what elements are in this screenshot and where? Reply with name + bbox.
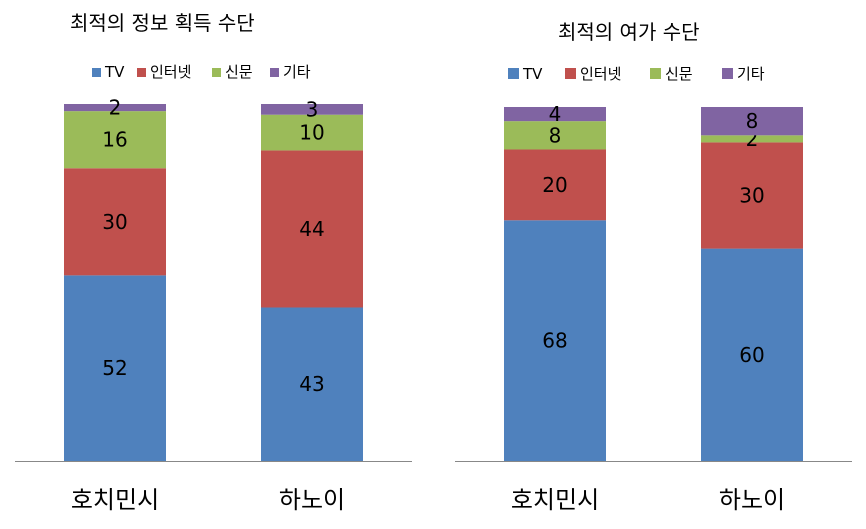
value-label-호치민시-기타: 4	[549, 102, 562, 126]
category-label-0: 호치민시	[71, 486, 159, 514]
bar-segment-하노이-인터넷	[701, 142, 803, 249]
value-label-호치민시-기타: 2	[109, 96, 122, 120]
value-label-호치민시-신문: 16	[102, 128, 127, 152]
value-label-하노이-TV: 60	[739, 343, 764, 367]
value-label-호치민시-신문: 8	[549, 123, 562, 147]
bar-segment-하노이-기타	[701, 107, 803, 136]
value-label-하노이-인터넷: 44	[299, 217, 324, 241]
legend-swatch-0	[92, 68, 101, 77]
bar-segment-하노이-신문	[701, 135, 803, 143]
bar-segment-하노이-TV	[701, 248, 803, 461]
value-label-호치민시-TV: 52	[102, 356, 127, 380]
value-label-호치민시-TV: 68	[542, 329, 567, 353]
bar-segment-호치민시-기타	[504, 107, 606, 122]
category-label-1: 하노이	[279, 486, 345, 514]
legend-swatch-0	[508, 68, 519, 79]
bar-segment-호치민시-인터넷	[504, 149, 606, 221]
legend-swatch-1	[565, 68, 576, 79]
legend-label-1: 인터넷	[580, 65, 621, 83]
legend-label-0: TV	[522, 65, 543, 83]
bar-segment-호치민시-기타	[64, 104, 166, 112]
legend-swatch-3	[722, 68, 733, 79]
legend-label-2: 신문	[665, 65, 693, 83]
legend-swatch-3	[270, 68, 279, 77]
legend-label-3: 기타	[283, 63, 311, 81]
value-label-호치민시-인터넷: 20	[542, 173, 567, 197]
bar-segment-호치민시-인터넷	[64, 168, 166, 276]
bar-segment-호치민시-TV	[64, 275, 166, 461]
value-label-하노이-인터넷: 30	[739, 184, 764, 208]
bar-segment-하노이-인터넷	[261, 150, 363, 308]
bar-segment-호치민시-신문	[64, 111, 166, 169]
chart-1: 최적의 정보 획득 수단 TV 인터넷 신문 기타 52 30 16 2 호치민시 43 44 103 하…	[15, 11, 412, 514]
bar-segment-호치민시-신문	[504, 121, 606, 150]
value-label-하노이-기타: 8	[746, 109, 759, 133]
bar-segment-하노이-신문	[261, 114, 363, 151]
value-label-호치민시-인터넷: 30	[102, 210, 127, 234]
legend-swatch-1	[137, 68, 146, 77]
legend-swatch-2	[650, 68, 661, 79]
value-label-하노이-신문: 10	[299, 121, 324, 145]
legend-label-1: 인터넷	[150, 63, 191, 81]
value-label-하노이-TV: 43	[299, 372, 324, 396]
category-label-1: 하노이	[719, 486, 785, 514]
chart-title: 최적의 정보 획득 수단	[70, 11, 255, 35]
category-label-0: 호치민시	[511, 486, 599, 514]
legend-label-0: TV	[104, 63, 125, 81]
bar-segment-하노이-기타	[261, 104, 363, 115]
bar-segment-호치민시-TV	[504, 220, 606, 461]
bar-segment-하노이-TV	[261, 307, 363, 461]
legend-label-2: 신문	[225, 63, 253, 81]
chart-title: 최적의 여가 수단	[558, 20, 700, 44]
value-label-하노이-기타: 3	[306, 97, 319, 121]
legend-swatch-2	[212, 68, 221, 77]
legend-label-3: 기타	[737, 65, 765, 83]
